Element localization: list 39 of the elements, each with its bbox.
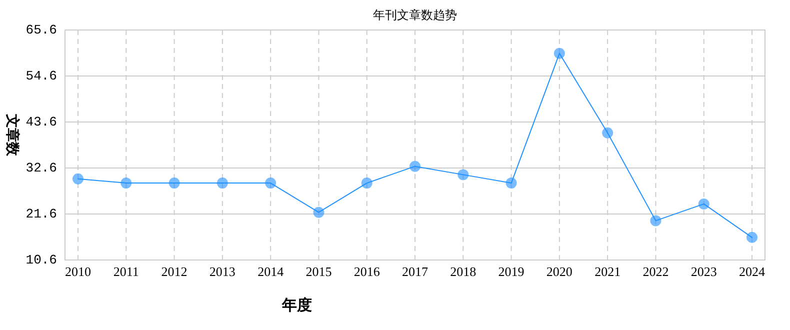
point <box>746 232 758 243</box>
y-tick-label: 10.6 <box>26 252 57 268</box>
point <box>216 178 228 189</box>
x-tick-label: 2011 <box>113 264 139 279</box>
x-tick-label: 2014 <box>258 264 284 279</box>
x-tick-label: 2012 <box>161 264 188 279</box>
point <box>698 198 710 210</box>
x-tick-label: 2023 <box>690 264 717 279</box>
x-tick-label: 2019 <box>498 264 524 279</box>
point <box>361 178 372 189</box>
point <box>265 178 276 189</box>
point <box>72 173 84 184</box>
y-tick-label: 43.6 <box>26 114 57 130</box>
point <box>458 169 469 180</box>
y-tick-label: 65.6 <box>26 22 57 38</box>
x-tick-label: 2021 <box>594 264 621 279</box>
point <box>602 127 614 138</box>
point <box>506 178 517 189</box>
x-axis-title: 年度 <box>281 296 312 314</box>
x-tick-label: 2020 <box>546 264 572 279</box>
y-tick-label: 32.6 <box>26 160 57 176</box>
x-tick-label: 2016 <box>354 264 380 279</box>
x-tick-label: 2013 <box>209 264 236 279</box>
point <box>120 178 132 189</box>
y-tick-label: 21.6 <box>26 206 57 222</box>
point <box>168 178 180 189</box>
y-axis-title: 文章数 <box>4 113 21 157</box>
x-tick-label: 2024 <box>739 264 766 279</box>
x-tick-label: 2015 <box>306 264 332 279</box>
x-tick-label: 2022 <box>642 264 669 279</box>
x-tick-label: 2018 <box>450 264 476 279</box>
x-tick-label: 2010 <box>65 264 91 279</box>
point <box>313 206 324 218</box>
point <box>410 160 420 172</box>
x-tick-label: 2017 <box>402 264 428 279</box>
point <box>554 48 565 59</box>
chart-title: 年刊文章数趋势 <box>373 8 457 22</box>
point <box>650 215 662 226</box>
y-tick-label: 54.6 <box>26 68 57 84</box>
